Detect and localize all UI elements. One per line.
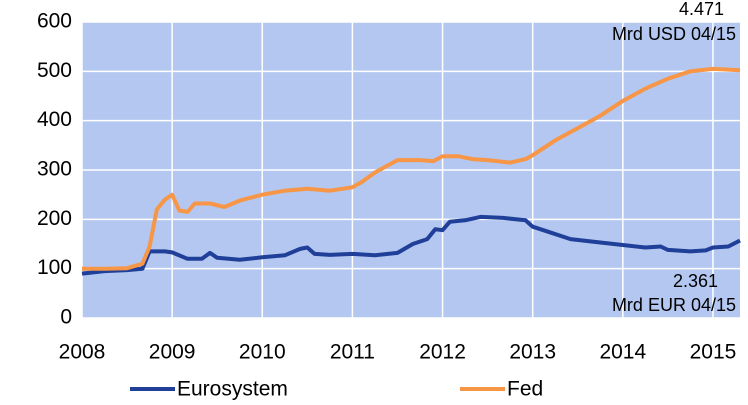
x-tick-label: 2009: [149, 341, 196, 364]
x-tick-label: 2011: [330, 341, 375, 364]
x-tick-label: 2008: [59, 341, 106, 364]
y-tick-label: 300: [37, 158, 72, 181]
annotation: 4.471: [679, 0, 724, 19]
annotation: 2.361: [673, 271, 718, 291]
series-line: [81, 214, 741, 276]
x-tick-label: 2014: [599, 341, 646, 364]
series-line: [82, 66, 741, 271]
y-tick-label: 200: [37, 207, 72, 230]
x-tick-label: 2015: [690, 341, 737, 364]
x-tick-label: 2010: [239, 341, 286, 364]
y-tick-label: 400: [37, 108, 72, 131]
y-tick-label: 100: [37, 256, 72, 279]
y-tick-label: 0: [60, 306, 72, 329]
y-tick-label: 600: [37, 10, 72, 33]
legend-label: Eurosystem: [177, 378, 288, 401]
y-tick-label: 500: [37, 59, 72, 82]
annotation: Mrd USD 04/15: [612, 24, 736, 44]
annotation: Mrd EUR 04/15: [612, 295, 736, 315]
x-tick-label: 2013: [509, 341, 556, 364]
legend-label: Fed: [507, 378, 543, 401]
x-tick-label: 2012: [419, 341, 466, 364]
